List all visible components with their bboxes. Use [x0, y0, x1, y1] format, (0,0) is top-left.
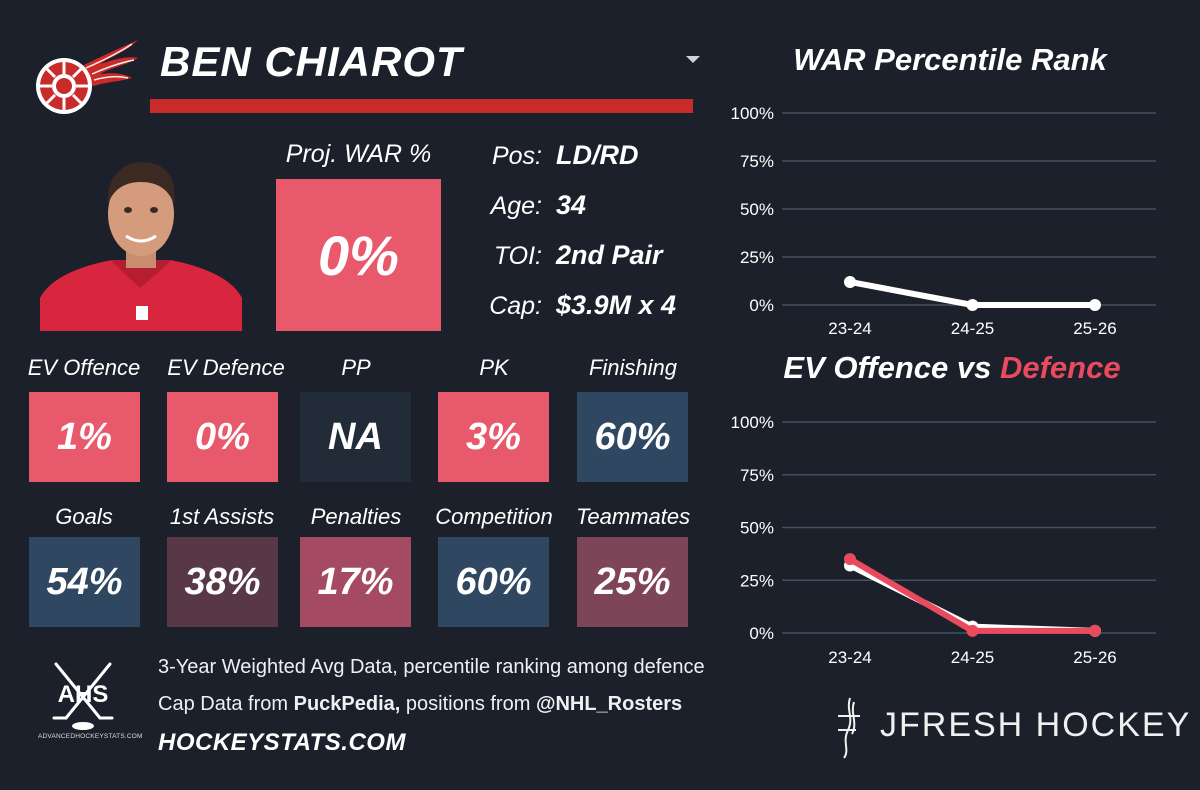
chart1-ytick-label: 50% — [740, 200, 774, 219]
info-value-cap: $3.9M x 4 — [556, 290, 677, 320]
ahs-small-text: ADVANCEDHOCKEYSTATS.COM — [38, 733, 143, 740]
stat-box-finishing: 60% — [577, 392, 688, 482]
stat-label-1st-assists: 1st Assists — [169, 504, 275, 529]
stat-value-ev-defence: 0% — [195, 415, 250, 458]
stat-label-ev-offence: EV Offence — [27, 355, 141, 380]
chart1-ytick-label: 75% — [740, 152, 774, 171]
chart2-ytick-label: 50% — [740, 519, 774, 538]
stat-value-pp: NA — [328, 415, 383, 458]
chart1-title: WAR Percentile Rank — [793, 42, 1107, 77]
site-url: HOCKEYSTATS.COM — [158, 729, 406, 756]
footer-handle: @NHL_Rosters — [535, 693, 683, 715]
info-label-pos: Pos: — [491, 142, 542, 170]
stat-value-teammates: 25% — [594, 560, 671, 603]
stat-box-ev-defence: 0% — [167, 392, 278, 482]
chart2-data-point — [1089, 624, 1101, 637]
ev-offence-defence-chart: 0% 25% 50% 75% 100% 23-24 24-25 25-26 — [731, 413, 1156, 667]
stat-value-goals: 54% — [46, 560, 123, 603]
stat-value-pk: 3% — [466, 415, 521, 458]
stat-value-competition: 60% — [455, 560, 532, 603]
stat-value-1st-assists: 38% — [184, 560, 261, 603]
chart2-xtick-label: 24-25 — [951, 648, 994, 667]
chevron-down-icon[interactable] — [686, 56, 700, 63]
chart1-ytick-label: 25% — [740, 248, 774, 267]
proj-war-value: 0% — [318, 223, 399, 287]
info-label-toi: TOI: — [493, 242, 542, 270]
proj-war-label: Proj. WAR % — [285, 140, 432, 168]
stat-box-pk: 3% — [438, 392, 549, 482]
chart1-ytick-label: 0% — [749, 296, 774, 315]
chart2-ytick-label: 0% — [749, 624, 774, 643]
chart2-title-defence: Defence — [999, 350, 1121, 385]
proj-war-box: 0% — [276, 179, 441, 331]
stat-value-finishing: 60% — [594, 415, 671, 458]
chart2-data-point — [844, 553, 856, 566]
chart1-xtick-label: 23-24 — [828, 319, 871, 338]
footer-line-2: Cap Data from PuckPedia, positions from … — [158, 693, 682, 716]
name-underline — [150, 99, 693, 113]
stat-label-penalties: Penalties — [310, 504, 402, 529]
stat-box-penalties: 17% — [300, 537, 411, 627]
stat-label-pp: PP — [341, 355, 371, 380]
chart2-data-point — [966, 624, 979, 637]
chart1-data-point — [1089, 299, 1101, 311]
chart2-xtick-label: 23-24 — [828, 648, 871, 667]
footer-source-puckpedia: PuckPedia, — [293, 693, 401, 715]
stat-box-pp: NA — [300, 392, 411, 482]
stat-value-ev-offence: 1% — [57, 415, 112, 458]
ahs-logo-text: AHS — [58, 681, 109, 708]
chart1-xtick-label: 25-26 — [1073, 319, 1116, 338]
stat-box-ev-offence: 1% — [29, 392, 140, 482]
chart1-data-point — [844, 275, 856, 288]
stat-box-1st-assists: 38% — [167, 537, 278, 627]
info-label-age: Age: — [490, 192, 542, 220]
chart2-series-line-1 — [847, 556, 1098, 634]
info-value-age: 34 — [556, 190, 587, 220]
chart2-xtick-label: 25-26 — [1073, 648, 1116, 667]
chart2-ytick-label: 100% — [731, 413, 774, 432]
chart1-data-point — [966, 299, 979, 311]
stat-label-goals: Goals — [55, 504, 113, 529]
jfresh-hockey-wordmark: JFRESH HOCKEY — [880, 706, 1192, 744]
player-name: BEN CHIAROT — [160, 38, 463, 85]
red-wings-winged-wheel-icon — [36, 40, 138, 114]
footer-line-2-prefix: Cap Data from — [158, 693, 294, 715]
stat-label-competition: Competition — [435, 504, 553, 529]
chart2-ytick-label: 75% — [740, 466, 774, 485]
ahs-logo-icon: AHS — [52, 662, 114, 730]
player-headshot — [40, 148, 242, 331]
stat-box-goals: 54% — [29, 537, 140, 627]
footer-line-1: 3-Year Weighted Avg Data, percentile ran… — [158, 656, 705, 678]
jf-monogram-icon — [838, 697, 860, 759]
footer-line-2-mid: positions from — [400, 693, 536, 715]
chart2-title-offence: EV Offence vs — [783, 350, 1000, 385]
chart1-xtick-label: 24-25 — [951, 319, 994, 338]
chart1-ytick-label: 100% — [731, 104, 774, 123]
stat-label-pk: PK — [479, 355, 509, 380]
stat-box-competition: 60% — [438, 537, 549, 627]
chart2-title: EV Offence vs Defence — [760, 350, 1144, 386]
stat-value-penalties: 17% — [317, 560, 394, 603]
info-label-cap: Cap: — [489, 292, 542, 320]
stat-label-ev-defence: EV Defence — [167, 355, 285, 380]
stat-box-teammates: 25% — [577, 537, 688, 627]
info-value-toi: 2nd Pair — [556, 240, 663, 270]
info-value-pos: LD/RD — [556, 140, 639, 170]
war-percentile-chart: 0% 25% 50% 75% 100% 23-24 24-25 25-26 — [731, 104, 1156, 338]
stat-label-finishing: Finishing — [588, 355, 678, 380]
stat-label-teammates: Teammates — [575, 504, 691, 529]
chart2-ytick-label: 25% — [740, 571, 774, 590]
